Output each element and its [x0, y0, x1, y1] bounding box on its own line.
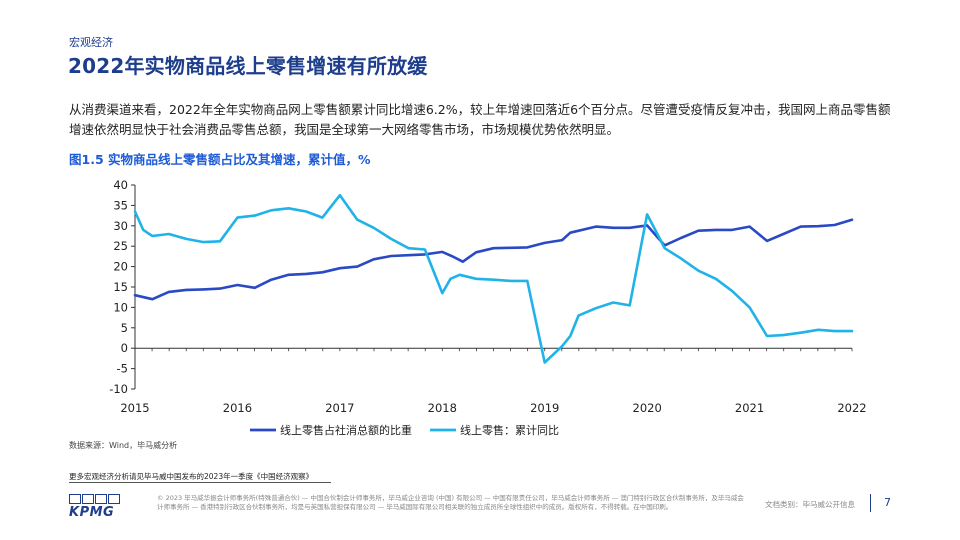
legend-label: 线上零售占社消总额的比重 [280, 423, 412, 437]
x-tick-label: 2022 [837, 401, 866, 415]
x-tick-label: 2016 [223, 401, 252, 415]
y-tick-label: 30 [113, 219, 128, 233]
x-tick-label: 2015 [120, 401, 149, 415]
y-tick-label: 40 [113, 178, 128, 192]
section-label: 宏观经济 [69, 36, 113, 49]
divider [870, 494, 871, 512]
legal-notice: © 2023 毕马威华振会计师事务所(特殊普通合伙) — 中国合伙制会计师事务所… [157, 494, 744, 511]
x-tick-label: 2018 [428, 401, 457, 415]
series-line-2 [133, 193, 854, 364]
logo-text: KPMG [69, 505, 115, 520]
x-tick-label: 2020 [633, 401, 662, 415]
kpmg-logo: KPMG [69, 494, 121, 522]
y-tick-label: 35 [113, 198, 128, 212]
more-analysis-link[interactable]: 更多宏观经济分析请见毕马威中国发布的2023年一季度《中国经济观察》 [69, 472, 314, 481]
y-tick-label: -5 [117, 362, 128, 376]
y-tick-label: 10 [113, 300, 128, 314]
legend-label: 线上零售：累计同比 [460, 423, 559, 437]
data-source: 数据来源：Wind，毕马威分析 [69, 441, 178, 450]
y-tick-label: 0 [121, 341, 128, 355]
page-title: 2022年实物商品线上零售增速有所放缓 [68, 54, 428, 78]
y-tick-label: 5 [121, 321, 128, 335]
series-line-1 [133, 218, 854, 301]
x-tick-label: 2019 [530, 401, 559, 415]
line-chart: -10 -5 0 5 10 15 20 25 30 35 40 2015 2016 2017 2018 201… [109, 178, 866, 437]
x-tick-label: 2021 [735, 401, 764, 415]
y-tick-label: -10 [109, 382, 128, 396]
x-tick-label: 2017 [325, 401, 354, 415]
document-classification: 文档类别：毕马威公开信息 [765, 500, 855, 509]
figure-title: 图1.5 实物商品线上零售额占比及其增速，累计值，% [69, 152, 371, 167]
y-tick-label: 15 [113, 280, 128, 294]
page-number: 7 [884, 496, 891, 509]
y-tick-label: 25 [113, 239, 128, 253]
y-tick-label: 20 [113, 260, 128, 274]
divider [69, 482, 331, 483]
body-paragraph: 从消费渠道来看，2022年全年实物商品网上零售额累计同比增速6.2%，较上年增速… [69, 102, 891, 137]
